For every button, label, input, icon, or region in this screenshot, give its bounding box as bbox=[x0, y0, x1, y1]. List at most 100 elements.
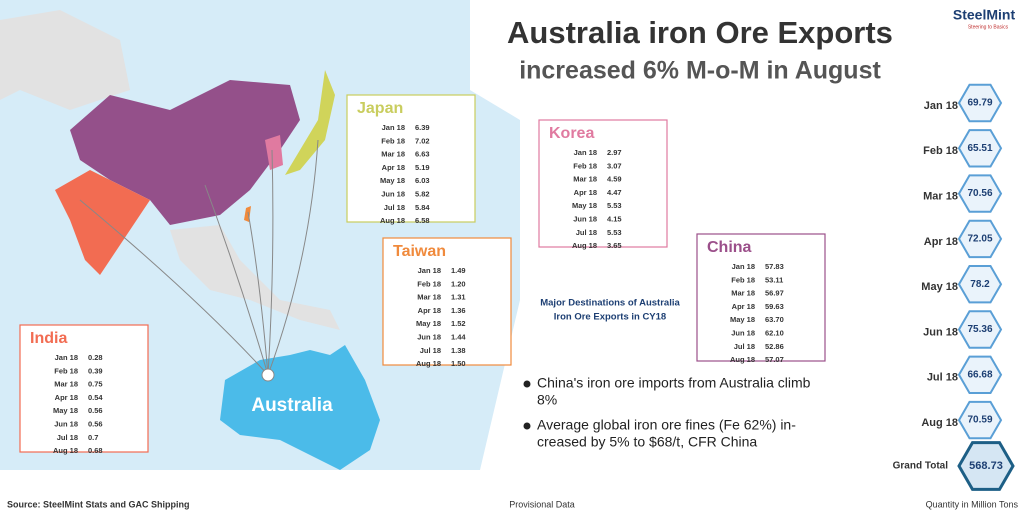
value: 52.86 bbox=[765, 342, 784, 351]
value: 5.19 bbox=[415, 163, 430, 172]
month: Jan 18 bbox=[732, 262, 755, 271]
total: 65.51 bbox=[967, 143, 992, 154]
hexagon bbox=[957, 129, 1003, 168]
month: Apr 18 bbox=[732, 302, 755, 311]
value: 0.75 bbox=[88, 380, 103, 389]
korea bbox=[265, 135, 283, 170]
hexagon bbox=[957, 310, 1003, 349]
month: Jun 18 bbox=[417, 332, 441, 341]
country-box bbox=[538, 119, 668, 248]
caption: Iron Ore Exports in CY18 bbox=[554, 312, 666, 323]
value: 1.50 bbox=[451, 359, 466, 368]
hexagon bbox=[957, 355, 1003, 394]
month: Jun 18 bbox=[381, 189, 405, 198]
month: Apr 18 bbox=[574, 188, 597, 197]
month: Jul 18 bbox=[384, 203, 405, 212]
month: Jul 18 bbox=[57, 433, 78, 442]
value: 59.63 bbox=[765, 302, 784, 311]
month: Jan 18 bbox=[382, 123, 405, 132]
value: 63.70 bbox=[765, 315, 784, 324]
value: 0.56 bbox=[88, 406, 103, 415]
grand-total: 568.73 bbox=[969, 460, 1003, 472]
value: 5.82 bbox=[415, 189, 430, 198]
bullet-text: China's iron ore imports from Australia … bbox=[537, 375, 811, 391]
source: Source: SteelMint Stats and GAC Shipping bbox=[7, 499, 190, 509]
value: 1.49 bbox=[451, 266, 466, 275]
value: 6.63 bbox=[415, 150, 430, 159]
month: Mar 18 bbox=[731, 289, 755, 298]
value: 53.11 bbox=[765, 275, 783, 284]
logo: SteelMint bbox=[953, 7, 1016, 23]
land bbox=[0, 10, 130, 110]
month: Mar 18 bbox=[381, 150, 405, 159]
value: 1.52 bbox=[451, 319, 466, 328]
month: Aug 18 bbox=[53, 446, 78, 455]
month: Feb 18 bbox=[381, 136, 405, 145]
value: 6.39 bbox=[415, 123, 430, 132]
month: Jun 18 bbox=[54, 419, 78, 428]
total: 69.79 bbox=[967, 98, 992, 109]
total: 78.2 bbox=[970, 279, 990, 290]
month: Jan 18 bbox=[924, 100, 958, 112]
month: Mar 18 bbox=[573, 175, 597, 184]
title: Australia iron Ore Exports bbox=[507, 15, 893, 50]
month: Jul 18 bbox=[420, 346, 441, 355]
value: 1.38 bbox=[451, 346, 466, 355]
month: Jun 18 bbox=[923, 326, 958, 338]
bullet-text: 8% bbox=[537, 392, 557, 408]
month: May 18 bbox=[53, 406, 78, 415]
total: 66.68 bbox=[967, 369, 992, 380]
month: Mar 18 bbox=[417, 293, 441, 302]
value: 3.07 bbox=[607, 161, 622, 170]
hexagon bbox=[957, 83, 1003, 123]
month: Aug 18 bbox=[416, 359, 441, 368]
india bbox=[55, 170, 150, 275]
country-name: Japan bbox=[357, 100, 403, 117]
month: May 18 bbox=[416, 319, 441, 328]
month: Aug 18 bbox=[380, 216, 405, 225]
month: Jun 18 bbox=[573, 214, 597, 223]
month: Apr 18 bbox=[924, 236, 958, 248]
month: Feb 18 bbox=[417, 279, 441, 288]
value: 4.59 bbox=[607, 175, 622, 184]
value: 2.97 bbox=[607, 148, 622, 157]
country-box bbox=[346, 94, 476, 223]
caption: Major Destinations of Australia bbox=[540, 298, 680, 309]
map-label: Australia bbox=[251, 395, 333, 416]
hexagon bbox=[957, 265, 1003, 304]
month: Feb 18 bbox=[731, 275, 755, 284]
routes bbox=[79, 139, 319, 376]
month: Jan 18 bbox=[55, 353, 78, 362]
total: 70.56 bbox=[967, 188, 992, 199]
country-name: China bbox=[707, 239, 752, 256]
logo-tagline: Steering to Basics bbox=[968, 24, 1009, 30]
value: 5.84 bbox=[415, 203, 430, 212]
total: 75.36 bbox=[967, 324, 992, 335]
country-box bbox=[382, 237, 512, 366]
month: Aug 18 bbox=[921, 417, 958, 429]
hexagon bbox=[957, 441, 1015, 491]
month: Jan 18 bbox=[574, 148, 597, 157]
value: 0.28 bbox=[88, 353, 103, 362]
month: Jul 18 bbox=[927, 372, 958, 384]
value: 6.58 bbox=[415, 216, 430, 225]
month: May 18 bbox=[730, 315, 755, 324]
value: 57.83 bbox=[765, 262, 784, 271]
value: 5.53 bbox=[607, 201, 622, 210]
month: May 18 bbox=[921, 281, 958, 293]
bullet-dot bbox=[523, 422, 531, 430]
month: Mar 18 bbox=[54, 380, 78, 389]
month: Apr 18 bbox=[418, 306, 441, 315]
hexagon bbox=[957, 174, 1003, 213]
value: 0.7 bbox=[88, 433, 98, 442]
month: Apr 18 bbox=[382, 163, 405, 172]
month: Jan 18 bbox=[418, 266, 441, 275]
hexagon bbox=[957, 219, 1003, 259]
value: 1.20 bbox=[451, 279, 466, 288]
value: 0.54 bbox=[88, 393, 103, 402]
month: Jul 18 bbox=[734, 342, 755, 351]
value: 0.68 bbox=[88, 446, 103, 455]
bullet-dot bbox=[523, 380, 531, 388]
value: 0.56 bbox=[88, 419, 103, 428]
month: Feb 18 bbox=[573, 161, 597, 170]
